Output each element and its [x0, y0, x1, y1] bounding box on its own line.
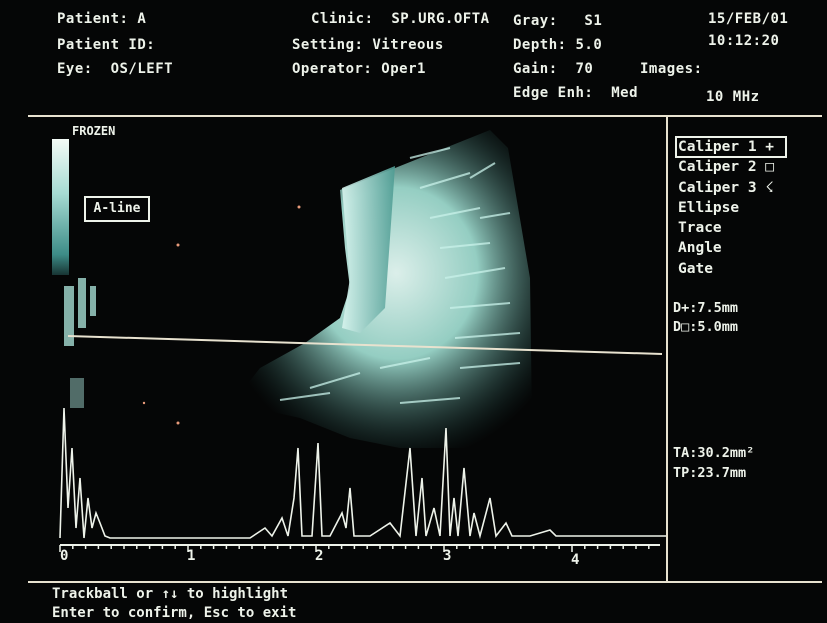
menu-divider: [666, 115, 668, 583]
menu-item-gate[interactable]: Gate: [678, 260, 713, 277]
menu-item-trace[interactable]: Trace: [678, 220, 722, 237]
echo-speckle: [279, 147, 521, 404]
tool-menu: Caliper 1 + Caliper 2 □ Caliper 3 ☇ Elli…: [675, 135, 816, 279]
a-scan-trace: [59, 407, 666, 540]
axis-tick-0: 0: [60, 548, 69, 564]
edge-enh-label: Edge Enh: Med: [513, 85, 639, 101]
menu-item-angle[interactable]: Angle: [678, 240, 722, 257]
depth-axis-ticks: [59, 545, 650, 552]
depth-label: Depth: 5.0: [513, 37, 603, 53]
footer-hint-2: Enter to confirm, Esc to exit: [52, 605, 297, 621]
echo-core: [342, 166, 395, 333]
menu-item-caliper-1[interactable]: Caliper 1 +: [675, 135, 787, 159]
frozen-label: FROZEN: [72, 124, 116, 138]
header-divider: [28, 115, 822, 117]
operator-label: Operator: Oper1: [292, 61, 426, 77]
menu-item-caliper-3[interactable]: Caliper 3 ☇: [678, 179, 775, 196]
bscan-image[interactable]: [50, 118, 666, 583]
menu-item-caliper-2[interactable]: Caliper 2 □: [678, 159, 775, 176]
footer-hint-1: Trackball or ↑↓ to highlight: [52, 586, 289, 602]
caliper-1-distance: D+:7.5mm: [673, 300, 739, 316]
left-echo: [64, 278, 96, 408]
menu-item-ellipse[interactable]: Ellipse: [678, 199, 740, 216]
echo-dots: [142, 205, 301, 425]
axis-tick-4: 4: [571, 552, 580, 568]
axis-tick-1: 1: [187, 548, 196, 564]
eye-label: Eye: OS/LEFT: [57, 61, 174, 77]
caliper-2-distance: D□:5.0mm: [673, 319, 739, 335]
patient-id-label: Patient ID:: [57, 37, 156, 53]
date-label: 15/FEB/01: [708, 11, 789, 27]
trace-area: TA:30.2mm²: [673, 445, 755, 461]
axis-tick-3: 3: [443, 548, 452, 564]
setting-label: Setting: Vitreous: [292, 37, 444, 53]
grayscale-bar: [52, 139, 69, 275]
gray-label: Gray: S1: [513, 13, 603, 29]
gain-label: Gain: 70: [513, 61, 594, 77]
a-line-button[interactable]: A-line: [84, 196, 150, 222]
clinic-label: Clinic: SP.URG.OFTA: [311, 11, 490, 27]
trace-perimeter: TP:23.7mm: [673, 465, 747, 481]
axis-tick-2: 2: [315, 548, 324, 564]
patient-label: Patient: A: [57, 11, 147, 27]
footer-divider: [28, 581, 822, 583]
time-label: 10:12:20: [708, 33, 780, 49]
frequency-label: 10 MHz: [706, 89, 760, 105]
scan-cursor-line[interactable]: [67, 335, 663, 355]
images-label: Images:: [640, 61, 703, 77]
